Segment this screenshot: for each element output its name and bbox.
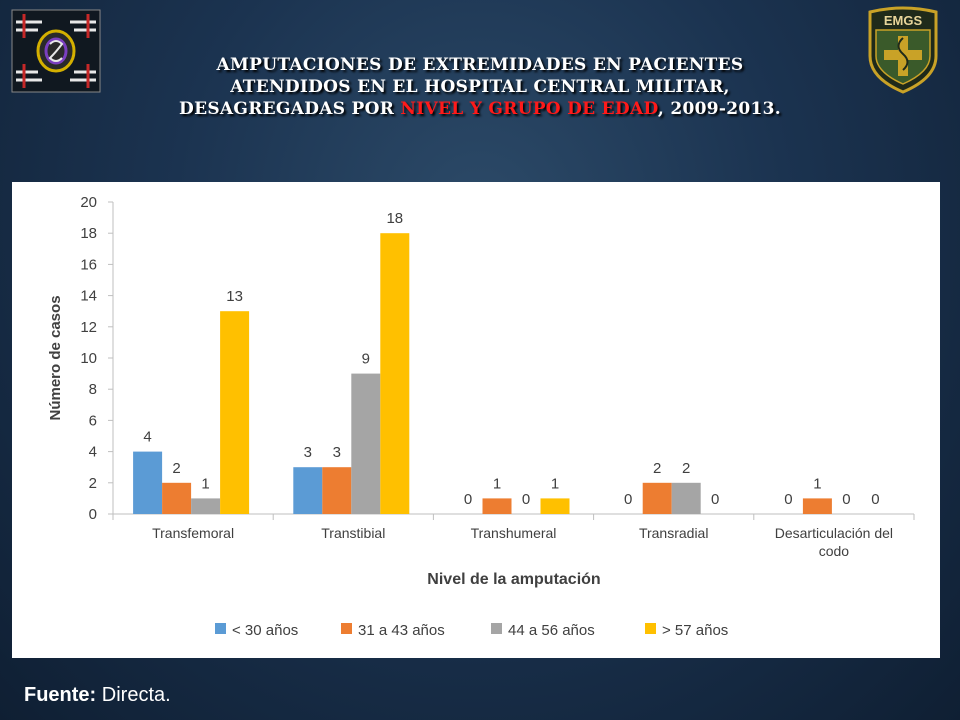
x-category-label: Transfemoral <box>152 525 234 541</box>
hospital-emblem-icon <box>11 9 101 93</box>
data-label: 1 <box>493 475 501 492</box>
slide-title: AMPUTACIONES DE EXTREMIDADES EN PACIENTE… <box>60 54 900 120</box>
emgs-shield-icon: EMGS <box>868 6 938 94</box>
data-label: 9 <box>362 351 370 368</box>
legend-swatch <box>341 623 352 634</box>
legend-label: 44 a 56 años <box>508 622 595 639</box>
x-axis-title: Nivel de la amputación <box>427 571 600 588</box>
data-label: 0 <box>624 491 632 508</box>
bar <box>191 498 221 514</box>
bar <box>133 451 163 514</box>
data-label: 0 <box>464 491 472 508</box>
emgs-logo-text: EMGS <box>884 13 923 28</box>
emgs-logo: EMGS <box>864 4 956 94</box>
legend-label: > 57 años <box>662 622 728 639</box>
bar <box>482 498 512 514</box>
data-label: 1 <box>813 475 821 492</box>
y-tick-label: 10 <box>80 350 97 367</box>
x-category-label: Desarticulación del <box>775 525 893 541</box>
data-label: 3 <box>304 444 312 461</box>
title-line-3-prefix: DESAGREGADAS POR <box>179 99 401 119</box>
x-category-label: Transtibial <box>321 525 385 541</box>
legend-swatch <box>491 623 502 634</box>
bar <box>802 498 832 514</box>
y-tick-label: 16 <box>80 256 97 273</box>
title-line-2: ATENDIDOS EN EL HOSPITAL CENTRAL MILITAR… <box>230 77 730 97</box>
data-label: 4 <box>143 429 151 446</box>
data-label: 3 <box>333 444 341 461</box>
legend-label: 31 a 43 años <box>358 622 445 639</box>
data-label: 0 <box>711 491 719 508</box>
data-label: 2 <box>653 460 661 477</box>
data-label: 0 <box>842 491 850 508</box>
data-label: 0 <box>871 491 879 508</box>
chart-panel: 0 2 4 6 8 10 12 14 16 18 20 Transfemoral Transtibial… <box>12 182 940 658</box>
x-category-label: Transhumeral <box>471 525 557 541</box>
bar <box>642 482 672 514</box>
x-category-label: Transradial <box>639 525 709 541</box>
hospital-logo <box>10 8 102 94</box>
data-label: 2 <box>172 460 180 477</box>
data-label: 13 <box>226 288 243 305</box>
y-tick-label: 0 <box>89 506 97 523</box>
source-label: Fuente: <box>24 684 97 706</box>
title-line-3: DESAGREGADAS POR NIVEL Y GRUPO DE EDAD, … <box>60 98 900 120</box>
legend-swatch <box>645 623 656 634</box>
y-tick-label: 2 <box>89 475 97 492</box>
bar <box>293 467 323 514</box>
data-label: 0 <box>784 491 792 508</box>
title-line-1: AMPUTACIONES DE EXTREMIDADES EN PACIENTE… <box>216 55 744 75</box>
data-label: 1 <box>201 475 209 492</box>
legend-label: < 30 años <box>232 622 298 639</box>
y-tick-label: 18 <box>80 225 97 242</box>
bar <box>322 467 352 514</box>
y-tick-label: 20 <box>80 194 97 211</box>
bar <box>220 311 250 514</box>
bar <box>162 482 192 514</box>
data-label: 18 <box>386 210 403 227</box>
title-highlight: NIVEL Y GRUPO DE EDAD <box>400 99 658 119</box>
bar <box>671 482 701 514</box>
bar <box>380 233 410 514</box>
bar <box>351 373 381 514</box>
bar <box>540 498 570 514</box>
data-label: 2 <box>682 460 690 477</box>
y-tick-label: 12 <box>80 319 97 336</box>
source-value: Directa. <box>96 684 171 706</box>
legend-swatch <box>215 623 226 634</box>
y-tick-label: 8 <box>89 381 97 398</box>
source-note: Fuente: Directa. <box>24 684 171 707</box>
title-line-3-suffix: , 2009-2013. <box>657 99 781 119</box>
y-tick-label: 6 <box>89 412 97 429</box>
x-category-label: codo <box>819 543 850 559</box>
y-tick-label: 4 <box>89 444 97 461</box>
y-tick-label: 14 <box>80 288 97 305</box>
data-label: 1 <box>551 475 559 492</box>
data-label: 0 <box>522 491 530 508</box>
y-axis-title: Número de casos <box>47 295 64 420</box>
